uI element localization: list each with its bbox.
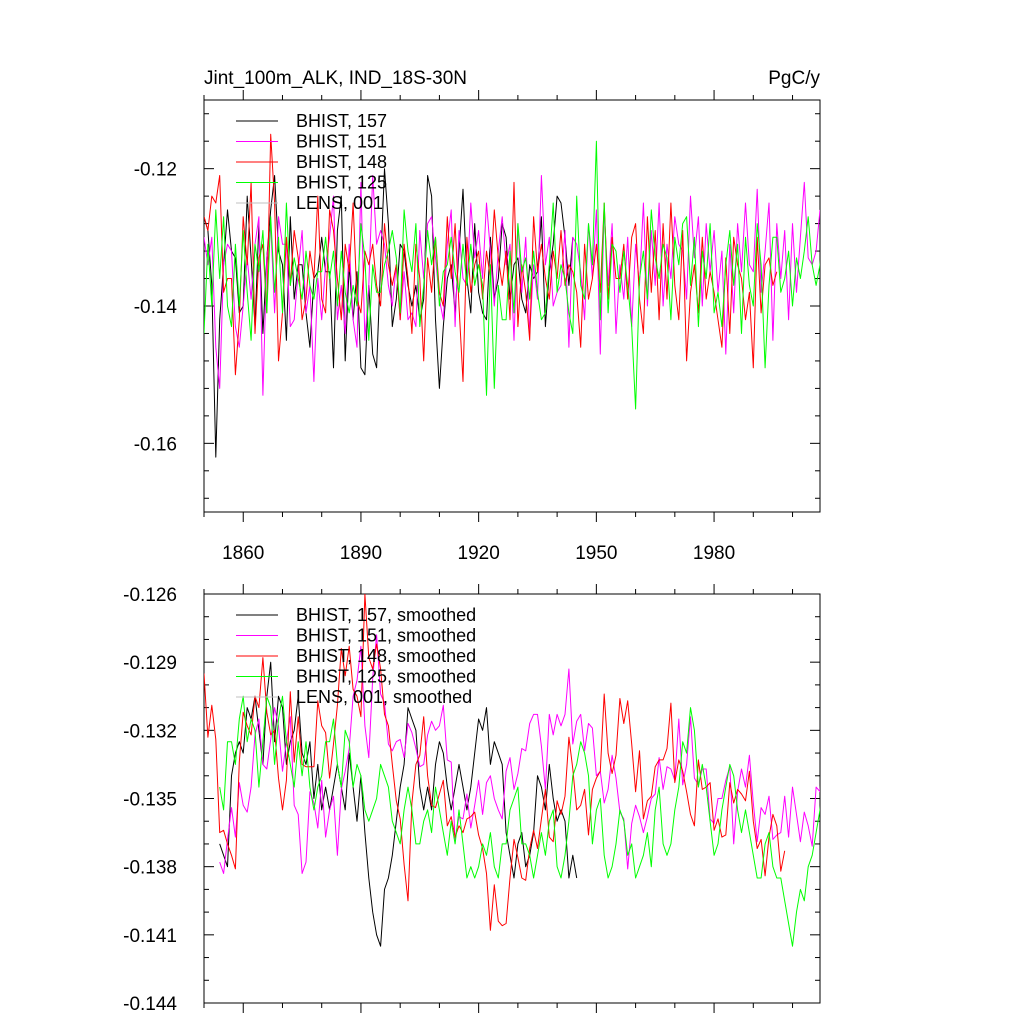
x-tick-label: 1890 [340,543,382,564]
y-tick-label: -0.144 [123,994,177,1015]
bottom-panel: -0.144 -0.141 -0.138 -0.135 -0.132 -0.129 -0.1… [123,584,821,1015]
x-tick-label: 1920 [458,543,500,564]
series-line [219,634,820,874]
series-line [204,140,820,410]
chart-title: Jint_100m_ALK, IND_18S-30N [204,68,467,89]
series-line [219,661,578,947]
y-tick-label: -0.141 [123,926,177,947]
y-tick-label: -0.129 [123,653,177,674]
y-tick-label: -0.12 [134,160,177,181]
series-line [204,175,820,396]
y-tick-label: -0.138 [123,858,177,879]
legend-label: BHIST, 148, smoothed [296,646,476,666]
y-tick-label: -0.14 [134,297,178,318]
x-tick-label: 1860 [222,543,264,564]
legend-label: BHIST, 125, smoothed [296,667,476,687]
x-tick-label: 1980 [693,543,735,564]
x-tick-label: 1950 [575,543,617,564]
legend-label: LENS, 001 [296,193,383,213]
legend-label: BHIST, 125 [296,173,387,193]
legend-label: BHIST, 151, smoothed [296,626,476,646]
legend-label: BHIST, 157 [296,111,387,131]
legend-label: LENS, 001, smoothed [296,687,472,707]
top-panel: 1860 1890 1920 1950 1980 -0.16 -0.14 -0.12 BHIST… [134,90,821,564]
series-lines [204,594,820,947]
y-tick-label: -0.16 [134,434,177,455]
y-tick-label: -0.132 [123,721,177,742]
legend-label: BHIST, 151 [296,132,387,152]
series-line [219,695,820,947]
units-label: PgC/y [768,68,820,89]
legend-label: BHIST, 148 [296,152,387,172]
y-tick-label: -0.135 [123,790,177,811]
series-lines [204,133,820,458]
y-tick-label: -0.126 [123,585,177,606]
series-line [204,594,786,931]
legend-label: BHIST, 157, smoothed [296,605,476,625]
